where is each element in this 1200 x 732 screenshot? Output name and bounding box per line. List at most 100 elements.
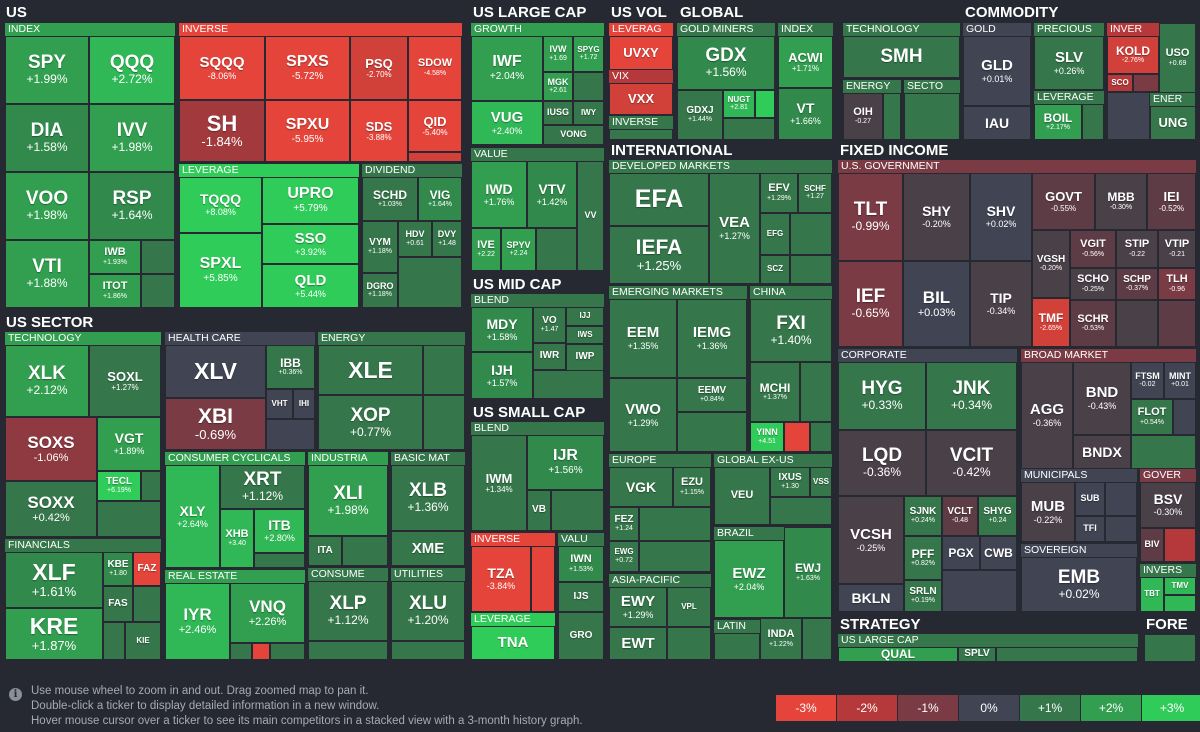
ticker-tile-vgt[interactable]: VGT +1.89% <box>97 417 161 471</box>
ticker-tile-gdx[interactable]: GDX +1.56% <box>677 36 775 90</box>
ticker-tile-unlabeled[interactable] <box>423 395 465 450</box>
ticker-tile-xlb[interactable]: XLB +1.36% <box>391 465 465 531</box>
ticker-tile-sso[interactable]: SSO +3.92% <box>262 224 359 264</box>
group-header-vix[interactable]: VIX <box>609 70 673 83</box>
ticker-tile-schf[interactable]: SCHF +1.27 <box>798 173 832 213</box>
ticker-tile-splv[interactable]: SPLV <box>958 647 996 662</box>
ticker-tile-unlabeled[interactable] <box>573 72 604 101</box>
group-header-value[interactable]: VALUE <box>471 148 604 161</box>
ticker-tile-unlabeled[interactable] <box>790 213 832 255</box>
ticker-tile-unlabeled[interactable] <box>408 152 462 162</box>
ticker-tile-ewg[interactable]: EWG +0.72 <box>609 541 639 572</box>
heat-map[interactable]: SPY +1.99% QQQ +2.72% DIA +1.58% IVV +1.98% VOO +… <box>0 0 1200 664</box>
ticker-tile-xlp[interactable]: XLP +1.12% <box>308 581 388 641</box>
ticker-tile-ezu[interactable]: EZU +1.15% <box>673 467 711 507</box>
group-header-developed-markets[interactable]: DEVELOPED MARKETS <box>609 160 832 173</box>
ticker-tile-sdow[interactable]: SDOW -4.58% <box>408 36 462 100</box>
ticker-tile-vtv[interactable]: VTV +1.42% <box>527 161 577 228</box>
group-header-technology[interactable]: TECHNOLOGY <box>5 332 161 345</box>
ticker-tile-ijj[interactable]: IJJ <box>566 307 604 326</box>
group-header-us-large-cap[interactable]: US LARGE CAP <box>838 634 1138 647</box>
ticker-tile-smh[interactable]: SMH <box>843 36 960 78</box>
ticker-tile-unlabeled[interactable] <box>677 412 747 452</box>
ticker-tile-gdxj[interactable]: GDXJ +1.44% <box>677 90 723 140</box>
group-header-brazil[interactable]: BRAZIL <box>714 527 784 540</box>
ticker-tile-tbt[interactable]: TBT <box>1140 577 1164 612</box>
ticker-tile-xrt[interactable]: XRT +1.12% <box>220 465 305 509</box>
ticker-tile-schp[interactable]: SCHP -0.37% <box>1116 268 1158 300</box>
group-header-secto[interactable]: SECTO <box>904 80 960 93</box>
group-header-municipals[interactable]: MUNICIPALS <box>1021 469 1137 482</box>
ticker-tile-spxs[interactable]: SPXS -5.72% <box>265 36 350 100</box>
ticker-tile-rsp[interactable]: RSP +1.64% <box>89 172 175 240</box>
ticker-tile-ita[interactable]: ITA <box>308 536 342 566</box>
ticker-tile-mub[interactable]: MUB -0.22% <box>1021 482 1075 542</box>
ticker-tile-sqqq[interactable]: SQQQ -8.06% <box>179 36 265 100</box>
ticker-tile-vxx[interactable]: VXX <box>609 83 673 115</box>
ticker-tile-soxx[interactable]: SOXX +0.42% <box>5 481 97 537</box>
ticker-tile-veu[interactable]: VEU <box>714 467 770 525</box>
ticker-tile-unlabeled[interactable] <box>1082 104 1104 140</box>
ticker-tile-iau[interactable]: IAU <box>963 106 1031 140</box>
group-header-health-care[interactable]: HEALTH CARE <box>165 332 315 345</box>
ticker-tile-fxi[interactable]: FXI +1.40% <box>750 299 832 362</box>
ticker-tile-dgro[interactable]: DGRO +1.18% <box>362 273 398 308</box>
ticker-tile-govt[interactable]: GOVT -0.55% <box>1032 173 1095 230</box>
ticker-tile-iwn[interactable]: IWN +1.53% <box>558 546 604 582</box>
ticker-tile-pgx[interactable]: PGX <box>942 536 980 570</box>
ticker-tile-vwo[interactable]: VWO +1.29% <box>609 378 677 452</box>
ticker-tile-tna[interactable]: TNA <box>471 626 555 660</box>
ticker-tile-ewt[interactable]: EWT <box>609 627 667 660</box>
ticker-tile-stip[interactable]: STIP -0.22 <box>1116 230 1158 268</box>
ticker-tile-acwi[interactable]: ACWI +1.71% <box>778 36 833 88</box>
ticker-tile-tlt[interactable]: TLT -0.99% <box>838 173 903 261</box>
group-header-inverse[interactable]: INVERSE <box>609 116 673 129</box>
group-header-technology[interactable]: TECHNOLOGY <box>843 23 960 36</box>
group-header-corporate[interactable]: CORPORATE <box>838 349 1017 362</box>
ticker-tile-ixus[interactable]: IXUS +1.30 <box>770 467 810 497</box>
ticker-tile-unlabeled[interactable] <box>533 370 604 399</box>
group-header-energy[interactable]: ENERGY <box>318 332 465 345</box>
ticker-tile-faz[interactable]: FAZ <box>133 552 161 586</box>
ticker-tile-flot[interactable]: FLOT +0.54% <box>1131 399 1173 435</box>
ticker-tile-bndx[interactable]: BNDX <box>1073 435 1131 469</box>
ticker-tile-unlabeled[interactable] <box>391 641 465 660</box>
ticker-tile-qld[interactable]: QLD +5.44% <box>262 264 359 308</box>
ticker-tile-vong[interactable]: VONG <box>543 125 604 145</box>
ticker-tile-spxl[interactable]: SPXL +5.85% <box>179 233 262 308</box>
ticker-tile-unlabeled[interactable] <box>1107 92 1150 140</box>
ticker-tile-unlabeled[interactable] <box>800 362 832 422</box>
ticker-tile-iwf[interactable]: IWF +2.04% <box>471 36 543 101</box>
ticker-tile-efv[interactable]: EFV +1.29% <box>760 173 798 213</box>
ticker-tile-ibb[interactable]: IBB +0.36% <box>266 345 315 389</box>
ticker-tile-unlabeled[interactable] <box>141 274 175 308</box>
ticker-tile-unlabeled[interactable] <box>996 647 1138 662</box>
group-header-consumer-cyclicals[interactable]: CONSUMER CYCLICALS <box>165 452 305 465</box>
ticker-tile-iwp[interactable]: IWP <box>566 344 604 371</box>
ticker-tile-scho[interactable]: SCHO -0.25% <box>1070 268 1116 300</box>
ticker-tile-xme[interactable]: XME <box>391 531 465 566</box>
ticker-tile-mchi[interactable]: MCHI +1.37% <box>750 362 800 422</box>
ticker-tile-kre[interactable]: KRE +1.87% <box>5 608 103 660</box>
group-header-growth[interactable]: GROWTH <box>471 23 604 36</box>
ticker-tile-unlabeled[interactable] <box>342 536 388 566</box>
ticker-tile-vclt[interactable]: VCLT -0.48 <box>942 496 978 536</box>
ticker-tile-ewj[interactable]: EWJ +1.63% <box>784 527 832 618</box>
ticker-tile-iefa[interactable]: IEFA +1.25% <box>609 226 709 284</box>
ticker-tile-unlabeled[interactable] <box>883 93 901 140</box>
ticker-tile-pff[interactable]: PFF +0.82% <box>904 536 942 580</box>
ticker-tile-psq[interactable]: PSQ -2.70% <box>350 36 408 100</box>
ticker-tile-tfi[interactable]: TFI <box>1075 516 1105 542</box>
ticker-tile-unlabeled[interactable] <box>1158 300 1196 347</box>
ticker-tile-unlabeled[interactable] <box>1131 435 1196 469</box>
ticker-tile-unlabeled[interactable] <box>1133 74 1159 92</box>
ticker-tile-spyg[interactable]: SPYG +1.72 <box>573 36 604 72</box>
ticker-tile-bsv[interactable]: BSV -0.30% <box>1140 482 1196 528</box>
ticker-tile-xbi[interactable]: XBI -0.69% <box>165 398 266 450</box>
ticker-tile-uso[interactable]: USO +0.69 <box>1159 23 1196 93</box>
ticker-tile-eem[interactable]: EEM +1.35% <box>609 299 677 378</box>
ticker-tile-vnq[interactable]: VNQ +2.26% <box>230 583 305 643</box>
ticker-tile-iwm[interactable]: IWM +1.34% <box>471 435 527 531</box>
group-header-utilities[interactable]: UTILITIES <box>391 568 465 581</box>
ticker-tile-vht[interactable]: VHT <box>266 389 293 419</box>
